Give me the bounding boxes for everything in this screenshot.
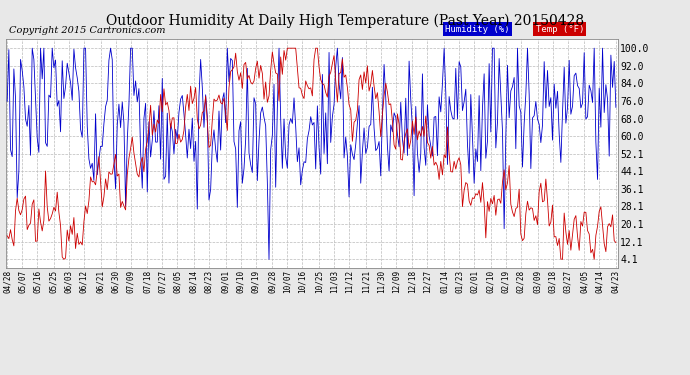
Text: Outdoor Humidity At Daily High Temperature (Past Year) 20150428: Outdoor Humidity At Daily High Temperatu… [106,13,584,27]
Text: Copyright 2015 Cartronics.com: Copyright 2015 Cartronics.com [8,26,165,35]
Text: Humidity (%): Humidity (%) [445,25,509,34]
Text: Temp (°F): Temp (°F) [535,25,584,34]
